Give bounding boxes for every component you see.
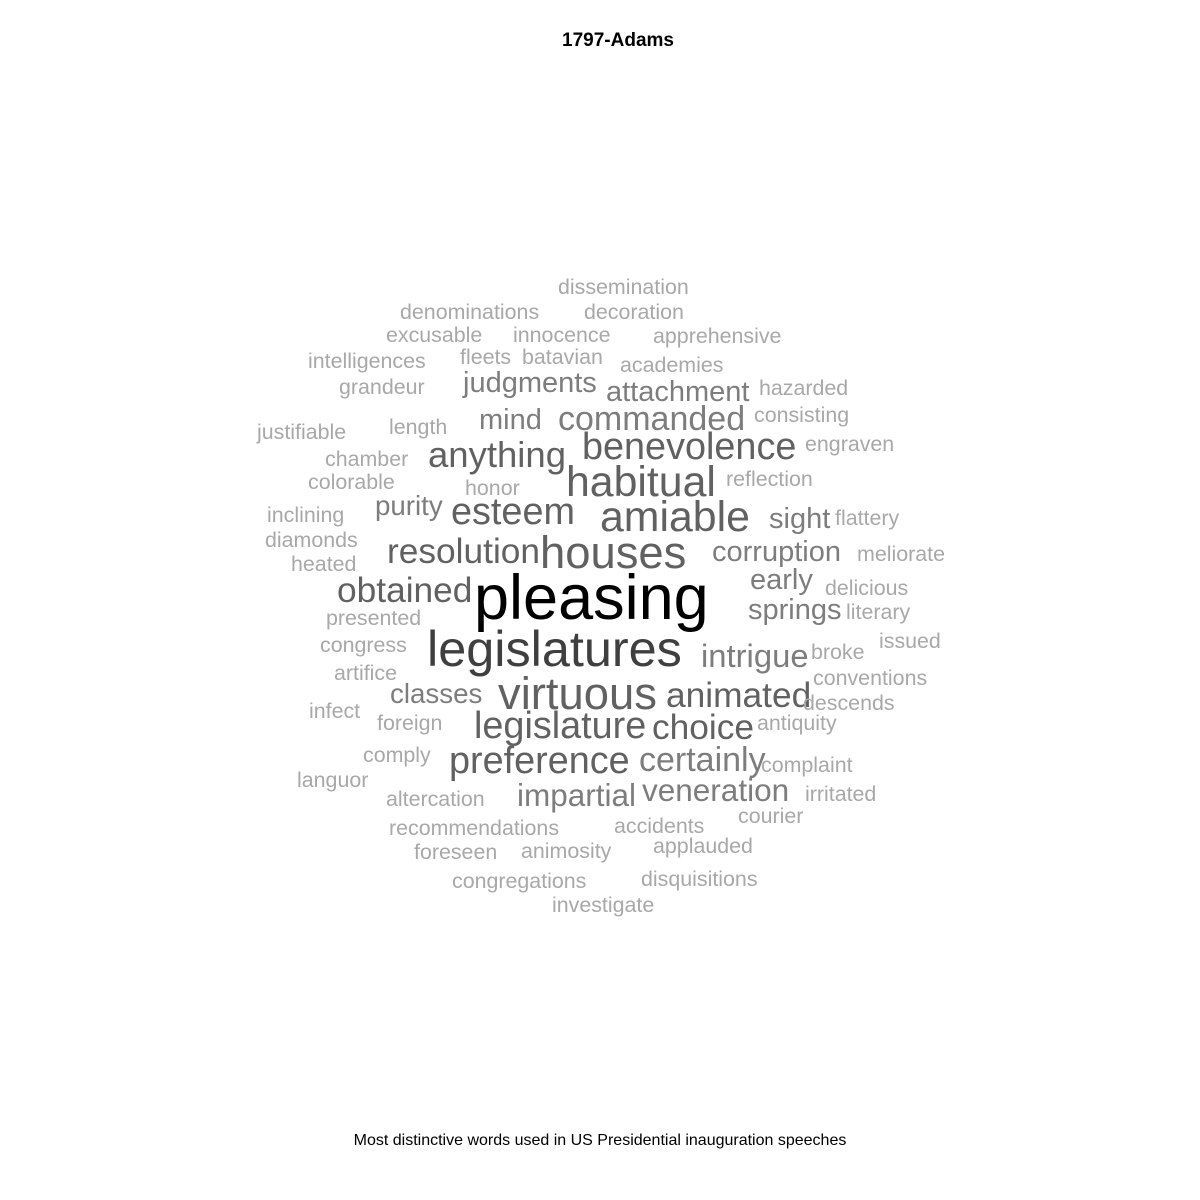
word-obtained: obtained [337,571,472,610]
word-consisting: consisting [754,403,849,427]
word-habitual: habitual [566,458,716,506]
word-complaint: complaint [761,753,853,777]
word-infect: infect [309,699,360,723]
word-attachment: attachment [606,376,749,408]
word-pleasing: pleasing [474,563,709,633]
word-classes: classes [390,678,482,709]
word-chamber: chamber [325,447,408,471]
word-inclining: inclining [267,503,344,527]
word-animosity: animosity [521,839,612,863]
word-broke: broke [811,640,865,664]
word-length: length [389,415,447,439]
word-dissemination: dissemination [558,275,689,299]
word-justifiable: justifiable [256,420,346,444]
word-decoration: decoration [584,300,684,324]
word-amiable: amiable [600,493,750,541]
word-colorable: colorable [308,470,395,494]
word-presented: presented [326,606,421,630]
word-engraven: engraven [805,432,894,456]
word-legislatures: legislatures [427,620,682,677]
word-flattery: flattery [835,506,899,530]
word-veneration: veneration [642,772,789,808]
word-virtuous: virtuous [498,668,657,719]
word-animated: animated [666,676,811,715]
word-excusable: excusable [386,323,482,347]
word-choice: choice [652,708,754,747]
word-impartial: impartial [517,777,636,813]
word-denominations: denominations [400,300,539,324]
word-disquisitions: disquisitions [641,867,758,891]
word-esteem: esteem [451,491,575,533]
word-applauded: applauded [653,834,753,858]
word-reflection: reflection [726,467,813,491]
word-corruption: corruption [712,536,841,568]
word-congregations: congregations [452,869,586,893]
word-meliorate: meliorate [857,542,945,566]
chart-title: 1797-Adams [562,30,674,51]
word-artifice: artifice [334,661,397,685]
word-springs: springs [748,594,842,626]
word-batavian: batavian [522,345,603,369]
word-antiquity: antiquity [757,711,837,735]
word-certainly: certainly [639,741,766,779]
word-commanded: commanded [558,400,745,438]
word-anything: anything [428,434,566,475]
word-recommendations: recommendations [389,816,559,840]
word-fleets: fleets [460,345,511,369]
word-academies: academies [620,353,723,377]
word-investigate: investigate [552,893,654,917]
word-legislature: legislature [474,705,646,747]
word-altercation: altercation [386,787,485,811]
word-foreign: foreign [377,711,442,735]
word-accidents: accidents [614,814,704,838]
word-descends: descends [803,691,895,715]
word-benevolence: benevolence [582,426,796,468]
word-apprehensive: apprehensive [653,324,781,348]
word-delicious: delicious [825,576,908,600]
word-early: early [750,564,813,596]
word-courier: courier [738,804,803,828]
word-foreseen: foreseen [414,840,497,864]
word-congress: congress [320,633,407,657]
word-hazarded: hazarded [759,376,848,400]
word-preference: preference [449,740,630,782]
word-innocence: innocence [513,323,611,347]
word-honor: honor [465,476,520,500]
word-sight: sight [769,503,830,535]
word-diamonds: diamonds [265,528,358,552]
word-conventions: conventions [813,666,927,690]
word-grandeur: grandeur [339,375,425,399]
word-resolution: resolution [387,532,540,571]
word-literary: literary [846,600,910,624]
chart-caption: Most distinctive words used in US Presid… [353,1132,847,1149]
word-houses: houses [540,527,686,578]
word-comply: comply [363,743,431,767]
word-intelligences: intelligences [308,349,426,373]
word-issued: issued [879,629,941,653]
word-judgments: judgments [462,367,597,399]
word-purity: purity [375,490,443,521]
word-intrigue: intrigue [701,637,809,674]
word-mind: mind [479,404,542,436]
word-languor: languor [297,768,368,792]
word-irritated: irritated [805,782,876,806]
word-heated: heated [291,552,356,576]
